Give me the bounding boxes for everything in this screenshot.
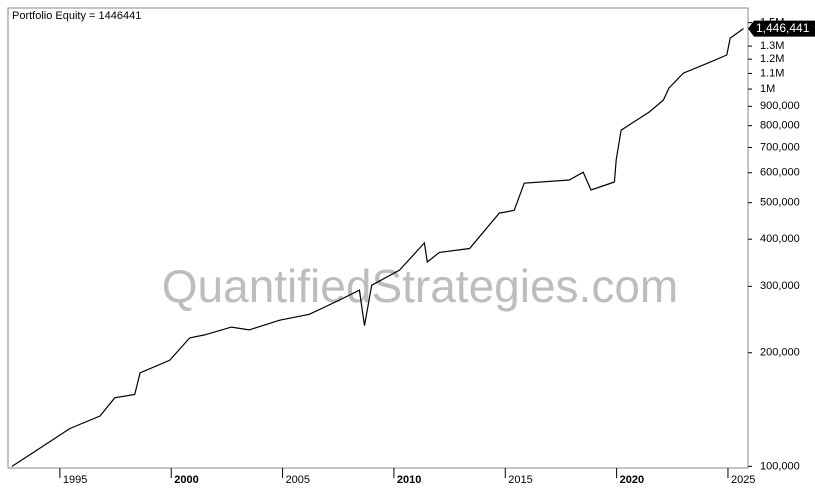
y-tick-label: 900,000	[760, 100, 800, 112]
y-tick-label: 800,000	[760, 120, 800, 132]
x-tick-label: 2025	[731, 474, 755, 486]
x-tick-label: 2020	[620, 474, 644, 486]
y-tick-label: 100,000	[760, 460, 800, 472]
y-tick-label: 500,000	[760, 197, 800, 209]
last-value-label: 1,446,441	[756, 21, 810, 35]
y-tick-label: 200,000	[760, 347, 800, 359]
x-tick-label: 2015	[508, 474, 532, 486]
plot-frame	[7, 7, 749, 469]
y-tick-label: 1.2M	[760, 53, 784, 65]
y-tick-label: 1.1M	[760, 67, 784, 79]
x-tick-label: 2000	[174, 474, 198, 486]
y-tick-label: 1.3M	[760, 40, 784, 52]
x-tick-label: 2010	[397, 474, 421, 486]
chart-title: Portfolio Equity = 1446441	[12, 10, 141, 22]
y-tick-label: 700,000	[760, 141, 800, 153]
y-tick-label: 400,000	[760, 233, 800, 245]
y-tick-label: 300,000	[760, 280, 800, 292]
last-value-box	[748, 20, 815, 37]
equity-line	[11, 28, 744, 467]
x-tick-label: 2005	[286, 474, 310, 486]
y-tick-label: 600,000	[760, 167, 800, 179]
y-tick-label: 1M	[760, 83, 775, 95]
x-tick-label: 1995	[63, 474, 87, 486]
watermark: QuantifiedStrategies.com	[162, 260, 679, 312]
